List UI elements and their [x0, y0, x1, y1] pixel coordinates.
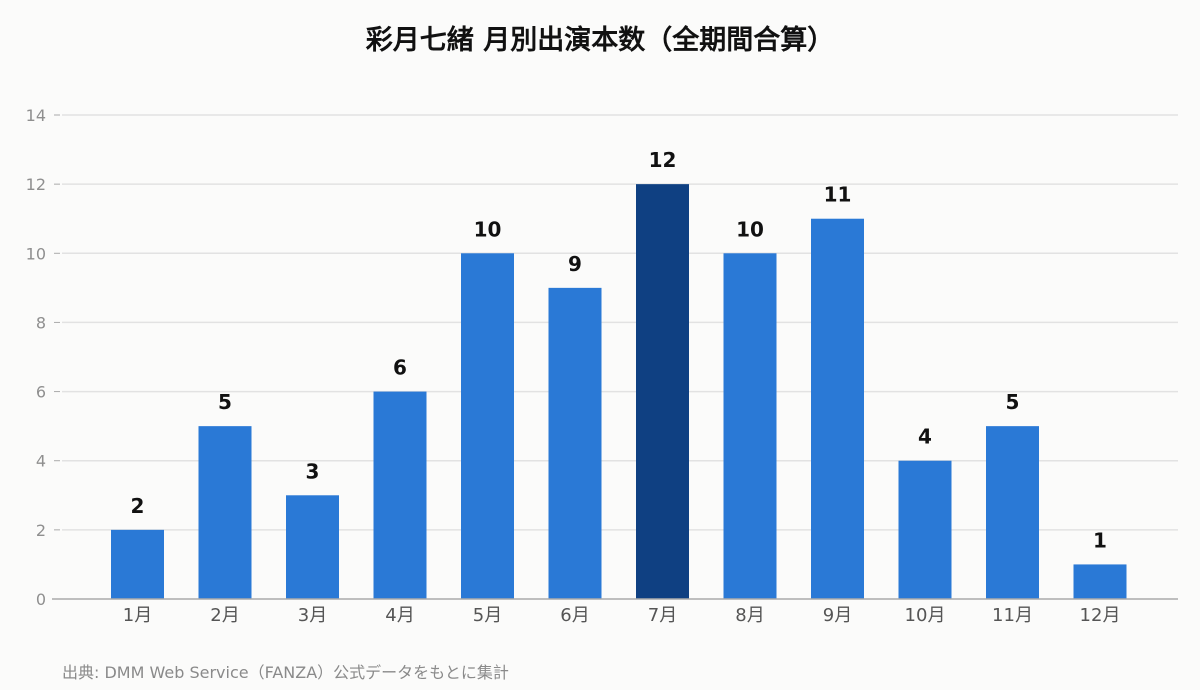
bar — [373, 391, 427, 599]
y-tick-label: 6 — [36, 383, 46, 402]
bar-value-label: 9 — [568, 252, 582, 276]
bar-value-label: 5 — [218, 390, 232, 414]
bar — [636, 184, 689, 599]
x-category-label: 11月 — [992, 605, 1033, 626]
y-tick-label: 2 — [36, 521, 46, 540]
bar — [111, 529, 164, 599]
bar-value-label: 3 — [306, 459, 320, 483]
x-category-label: 5月 — [473, 605, 502, 626]
y-tick-label: 8 — [36, 313, 46, 332]
x-category-label: 4月 — [385, 605, 414, 626]
bar — [286, 495, 339, 599]
x-category-label: 7月 — [648, 605, 677, 626]
bar — [986, 426, 1039, 599]
chart-title: 彩月七緒 月別出演本数（全期間合算） — [365, 25, 835, 56]
bar-value-label: 12 — [649, 148, 677, 172]
bar-value-label: 4 — [918, 425, 932, 449]
x-category-label: 10月 — [905, 605, 946, 626]
x-category-label: 2月 — [210, 605, 239, 626]
bar — [461, 253, 514, 600]
bar — [198, 426, 252, 599]
y-tick-label: 10 — [26, 244, 46, 263]
bar — [723, 253, 777, 600]
x-category-label: 9月 — [823, 605, 852, 626]
bar-value-label: 11 — [824, 183, 852, 207]
bar — [811, 218, 864, 599]
x-category-label: 12月 — [1080, 605, 1121, 626]
x-category-label: 3月 — [298, 605, 327, 626]
x-category-label: 8月 — [735, 605, 764, 626]
bar-value-label: 10 — [736, 217, 764, 241]
x-category-label: 6月 — [560, 605, 589, 626]
bar-value-label: 2 — [131, 494, 145, 518]
bar-value-label: 5 — [1006, 390, 1020, 414]
bar — [548, 287, 602, 599]
bar — [898, 460, 952, 599]
y-tick-label: 4 — [36, 452, 46, 471]
bar-value-label: 1 — [1093, 528, 1107, 552]
y-tick-label: 12 — [26, 175, 46, 194]
bar — [1073, 564, 1127, 599]
bar-value-label: 10 — [474, 217, 502, 241]
source-note: 出典: DMM Web Service（FANZA）公式データをもとに集計 — [62, 663, 509, 682]
bar-value-label: 6 — [393, 356, 407, 380]
y-tick-label: 14 — [26, 106, 46, 125]
x-category-label: 1月 — [123, 605, 152, 626]
y-tick-label: 0 — [36, 590, 46, 609]
